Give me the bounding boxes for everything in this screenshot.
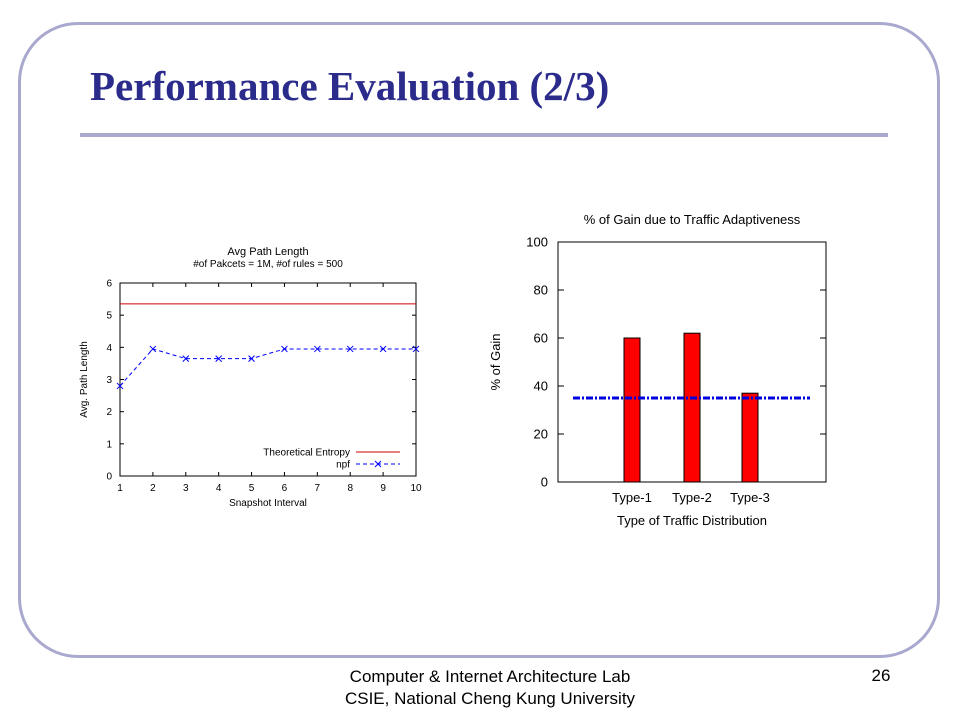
npf-point-marker bbox=[412, 345, 420, 353]
x-tick-label: 2 bbox=[150, 483, 156, 494]
chart-title: % of Gain due to Traffic Adaptiveness bbox=[584, 212, 801, 227]
bar-type-2 bbox=[683, 332, 701, 483]
y-tick-label: 2 bbox=[106, 407, 112, 418]
x-tick-label: 4 bbox=[216, 483, 222, 494]
gain-bar-chart: % of Gain due to Traffic Adaptiveness 0 20… bbox=[488, 212, 827, 528]
slide-frame bbox=[18, 22, 940, 658]
x-category-label: Type-1 bbox=[612, 490, 652, 505]
y-tick-label: 4 bbox=[106, 343, 112, 354]
npf-point-marker bbox=[281, 345, 288, 353]
x-category-label: Type-3 bbox=[730, 490, 770, 505]
legend-marker-npf bbox=[374, 460, 382, 468]
x-axis-label: Snapshot Interval bbox=[229, 498, 307, 509]
npf-point-marker bbox=[379, 345, 387, 353]
y-tick-label: 3 bbox=[106, 375, 112, 386]
x-tick-label: 3 bbox=[183, 483, 189, 494]
x-tick-label: 1 bbox=[117, 483, 123, 494]
chart-subtitle: #of Pakcets = 1M, #of rules = 500 bbox=[193, 259, 343, 270]
y-tick-label: 5 bbox=[106, 311, 112, 322]
y-tick-label: 40 bbox=[534, 379, 548, 394]
footer-lab: Computer & Internet Architecture Lab bbox=[349, 667, 631, 686]
y-axis-label: Avg. Path Length bbox=[79, 341, 90, 418]
npf-point-marker bbox=[313, 345, 321, 353]
y-tick-label: 100 bbox=[526, 235, 548, 250]
avg-path-length-chart: Avg Path Length#of Pakcets = 1M, #of rul… bbox=[79, 246, 422, 509]
y-tick-label: 60 bbox=[534, 331, 548, 346]
bar-type-1 bbox=[623, 337, 641, 483]
x-tick-label: 9 bbox=[380, 483, 386, 494]
y-tick-label: 0 bbox=[541, 475, 548, 490]
x-axis-label: Type of Traffic Distribution bbox=[617, 513, 767, 528]
y-tick-label: 20 bbox=[534, 427, 548, 442]
x-tick-label: 8 bbox=[347, 483, 353, 494]
x-category-label: Type-2 bbox=[672, 490, 712, 505]
y-tick-label: 0 bbox=[106, 472, 112, 483]
chart-title: Avg Path Length bbox=[227, 246, 308, 258]
slide-title: Performance Evaluation (2/3) bbox=[90, 63, 610, 109]
y-tick-label: 6 bbox=[106, 279, 112, 290]
npf-point-marker bbox=[215, 355, 223, 362]
x-tick-label: 5 bbox=[249, 483, 255, 494]
npf-point-marker bbox=[116, 382, 124, 390]
npf-point-marker bbox=[248, 355, 255, 362]
npf-point-marker bbox=[182, 355, 190, 362]
bar-type-3 bbox=[741, 392, 759, 483]
npf-point-marker bbox=[346, 345, 354, 353]
title-underline bbox=[80, 133, 888, 137]
npf-point-marker bbox=[149, 345, 157, 353]
legend-label-entropy: Theoretical Entropy bbox=[263, 448, 350, 459]
y-tick-label: 80 bbox=[534, 283, 548, 298]
x-tick-label: 6 bbox=[282, 483, 288, 494]
x-tick-label: 7 bbox=[315, 483, 321, 494]
footer-university: CSIE, National Cheng Kung University bbox=[344, 689, 636, 708]
npf-series-line bbox=[119, 348, 416, 387]
y-tick-label: 1 bbox=[106, 439, 112, 450]
legend-label-npf: npf bbox=[336, 460, 350, 471]
y-axis-label: % of Gain bbox=[488, 333, 503, 390]
footer: Computer & Internet Architecture Lab CSI… bbox=[290, 666, 690, 710]
page-number: 26 bbox=[871, 666, 891, 685]
x-tick-label: 10 bbox=[410, 483, 422, 494]
